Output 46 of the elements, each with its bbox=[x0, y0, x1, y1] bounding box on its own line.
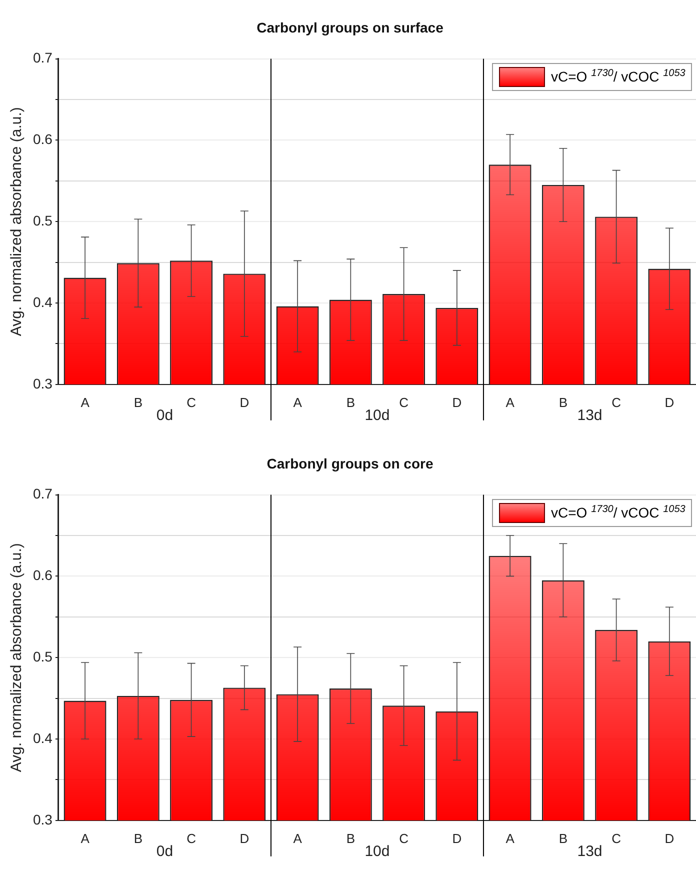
x-tick-label: B bbox=[558, 830, 568, 846]
x-tick-label: A bbox=[506, 394, 515, 410]
y-tick-label: 0.4 bbox=[32, 730, 53, 746]
x-tick-label: D bbox=[664, 394, 674, 410]
text: 0d bbox=[156, 407, 174, 424]
x-tick-label: D bbox=[240, 830, 250, 846]
x-tick-label: A bbox=[80, 394, 90, 410]
x-tick-label: B bbox=[558, 394, 568, 410]
legend-label: vC=O $^{1730}$/ vCOC $^{1053}$ bbox=[551, 68, 686, 86]
x-tick-label: B bbox=[134, 394, 142, 410]
x-tick-label: D bbox=[452, 830, 462, 846]
y-tick-label: 0.6 bbox=[32, 131, 53, 148]
x-tick-label: D bbox=[240, 394, 250, 410]
x-tick-label: A bbox=[80, 830, 90, 846]
text: 13d bbox=[577, 407, 602, 424]
text: 10d bbox=[364, 407, 390, 424]
text: 0d bbox=[156, 843, 174, 860]
x-tick-label: C bbox=[186, 830, 196, 846]
y-tick-label: 0.3 bbox=[32, 811, 53, 828]
x-tick-label: C bbox=[612, 830, 622, 846]
x-tick-label: C bbox=[399, 830, 408, 846]
x-tick-label: A bbox=[293, 830, 302, 846]
y-tick-label: 0.5 bbox=[32, 648, 53, 664]
y-tick-label: 0.7 bbox=[32, 486, 53, 502]
x-tick-label: D bbox=[664, 830, 674, 846]
y-tick-label: 0.5 bbox=[32, 212, 53, 228]
x-tick-label: D bbox=[452, 394, 462, 410]
text: 13d bbox=[577, 843, 602, 860]
y-tick-label: 0.6 bbox=[32, 567, 53, 584]
chart-title: Carbonyl groups on surface bbox=[256, 19, 444, 36]
x-tick-label: A bbox=[293, 394, 302, 410]
x-tick-label: C bbox=[186, 394, 196, 410]
y-axis-title: Avg. normalized absorbance (a.u.) bbox=[8, 543, 26, 772]
y-tick-label: 0.3 bbox=[32, 375, 53, 392]
legend-label: vC=O $^{1730}$/ vCOC $^{1053}$ bbox=[551, 504, 686, 522]
x-tick-label: C bbox=[399, 394, 408, 410]
x-tick-label: C bbox=[612, 394, 622, 410]
chart-title: Carbonyl groups on core bbox=[266, 455, 434, 472]
x-tick-label: A bbox=[506, 830, 515, 846]
text: 10d bbox=[364, 843, 390, 860]
x-tick-label: B bbox=[346, 394, 356, 410]
x-tick-label: B bbox=[346, 830, 356, 846]
x-tick-label: B bbox=[134, 830, 142, 846]
y-tick-label: 0.7 bbox=[32, 50, 53, 66]
y-axis-title: Avg. normalized absorbance (a.u.) bbox=[8, 107, 26, 336]
y-tick-label: 0.4 bbox=[32, 294, 53, 310]
